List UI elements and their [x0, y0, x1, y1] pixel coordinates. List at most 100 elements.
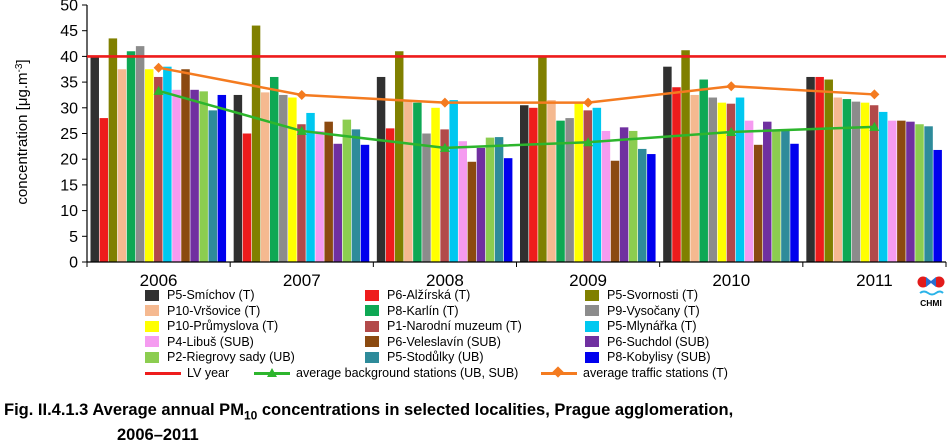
legend-label: average background stations (UB, SUB): [296, 365, 519, 380]
legend-swatch: [585, 336, 599, 347]
line-point: [439, 142, 450, 152]
bars: [90, 25, 942, 263]
bar: [815, 76, 824, 263]
legend-line-swatch: [254, 367, 290, 379]
bar: [242, 133, 252, 262]
line-point: [869, 121, 880, 131]
legend-item: P8-Karlín (T): [365, 303, 459, 319]
legend-item: P5-Stodůlky (UB): [365, 349, 484, 365]
legend-swatch: [585, 351, 599, 363]
bar: [638, 148, 647, 262]
legend-swatch: [145, 336, 159, 347]
legend-swatch: [365, 336, 379, 347]
bar: [288, 97, 297, 263]
bar: [440, 129, 449, 262]
bar: [888, 120, 897, 263]
chmi-logo: CHMI: [916, 273, 946, 313]
bar: [199, 91, 208, 263]
bar: [906, 121, 915, 262]
x-tick-label: 2010: [712, 271, 750, 290]
legend-item: average traffic stations (T): [541, 365, 728, 381]
bar: [233, 94, 243, 262]
legend-swatch: [145, 305, 159, 316]
legend-item: P6-Alžírská (T): [365, 287, 470, 303]
legend-label: P6-Alžírská (T): [387, 288, 471, 302]
legend-swatch: [145, 320, 159, 332]
x-axis: 2006 2007 2008 2009 2010 2011: [86, 261, 947, 290]
bar: [547, 100, 556, 262]
bar: [735, 97, 745, 263]
bar: [297, 124, 306, 262]
bar: [458, 141, 468, 262]
line-point: [869, 89, 880, 100]
bar: [915, 124, 924, 262]
legend-label: average traffic stations (T): [583, 365, 728, 380]
legend-item: average background stations (UB, SUB): [254, 365, 518, 381]
legend-item: LV year: [145, 365, 229, 381]
line-point: [583, 97, 594, 108]
bar: [217, 94, 227, 262]
line-point: [296, 125, 307, 135]
legend-label: P8-Karlín (T): [387, 303, 459, 318]
bar: [108, 38, 118, 262]
bar: [181, 69, 190, 262]
series-lines: [87, 55, 946, 152]
bar: [878, 111, 888, 262]
bar: [824, 79, 833, 262]
line-point: [153, 85, 164, 95]
bar: [154, 76, 163, 263]
bar: [781, 130, 790, 262]
legend-item: P10-Průmyslova (T): [145, 318, 278, 334]
y-axis-label: concentration [μg.m-3]: [14, 59, 32, 204]
bar: [690, 94, 699, 262]
x-tick-label: 2006: [140, 271, 178, 290]
line-point: [583, 137, 594, 147]
bar: [601, 130, 611, 262]
series-line: [158, 66, 875, 104]
caption-line1: Fig. II.4.1.3 Average annual PM: [4, 401, 244, 419]
legend-line-swatch: [145, 367, 181, 379]
bar: [647, 154, 656, 262]
bar: [592, 107, 602, 262]
bar: [467, 161, 477, 262]
bar: [190, 89, 199, 262]
bar: [315, 130, 324, 262]
bar: [342, 119, 352, 262]
bar: [333, 143, 342, 262]
bar: [99, 118, 109, 262]
bar: [924, 126, 933, 262]
legend-swatch: [365, 320, 379, 332]
bar: [529, 107, 538, 262]
line-point: [153, 62, 164, 73]
legend-swatch: [365, 305, 379, 316]
bar: [360, 144, 370, 262]
x-tick-label: 2009: [569, 271, 607, 290]
legend-label: P5-Smíchov (T): [167, 288, 255, 302]
bar: [306, 112, 315, 262]
svg-text:CHMI: CHMI: [920, 298, 942, 308]
bar: [376, 76, 386, 263]
bar: [431, 107, 440, 262]
y-axis: 0 5 10 15 20 25 30 35 40 45 50: [60, 0, 88, 272]
bar: [663, 66, 672, 263]
bar: [413, 102, 422, 262]
bar: [681, 50, 690, 263]
bar: [772, 129, 781, 262]
bar: [619, 127, 629, 262]
x-tick-label: 2011: [856, 271, 893, 290]
bar: [476, 147, 486, 262]
legend-item: P1-Narodní muzeum (T): [365, 318, 522, 334]
bar: [385, 128, 395, 262]
bar: [494, 137, 504, 262]
caption-line1-rest: concentrations in selected localities, P…: [257, 401, 734, 419]
chart: 0 5 10 15 20 25 30 35 40 45 50 2006 2007 2008 2009 201…: [14, 0, 947, 290]
legend-label: P5-Mlynářka (T): [607, 319, 697, 333]
legend-label: P1-Narodní muzeum (T): [387, 319, 522, 333]
bar: [933, 149, 942, 262]
legend-label: P4-Libuš (SUB): [167, 334, 254, 349]
legend-item: P5-Mlynářka (T): [585, 318, 697, 334]
bar: [869, 105, 879, 262]
legend-item: P9-Vysočany (T): [585, 303, 700, 319]
legend-line-swatch: [541, 365, 577, 379]
y-tick-label: 45: [60, 23, 78, 40]
